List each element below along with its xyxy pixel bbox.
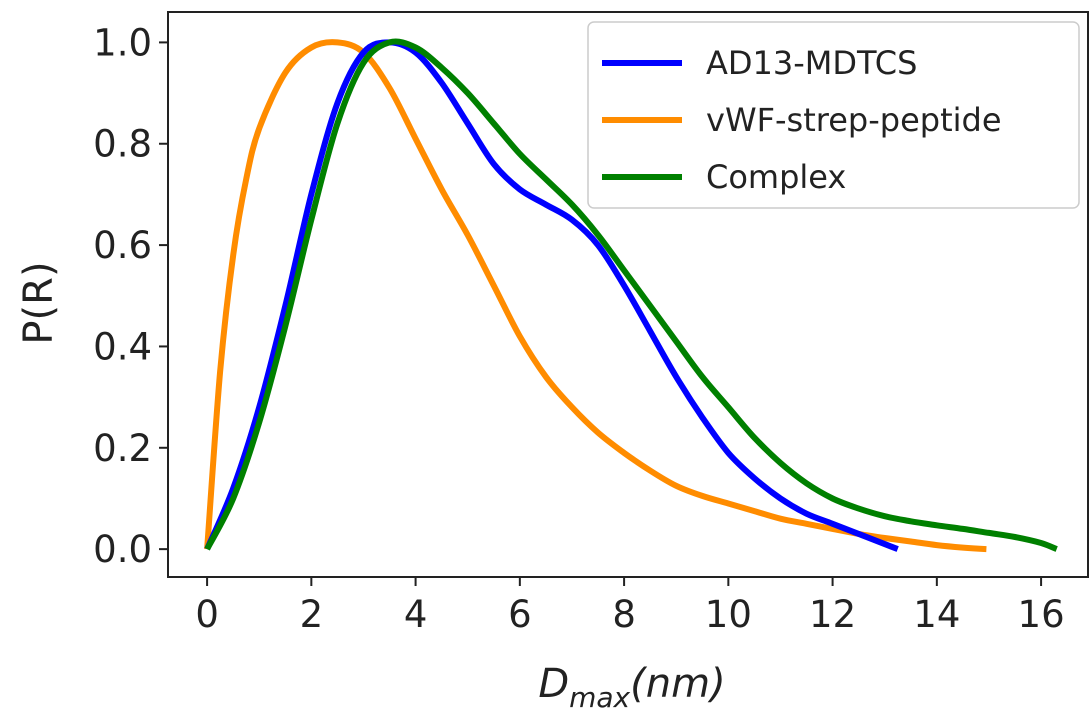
x-tick-label: 8 (612, 593, 636, 636)
legend: AD13-MDTCS vWF-strep-peptide Complex (587, 21, 1080, 209)
x-tick-label: 10 (705, 593, 752, 636)
y-tick-label: 1.0 (93, 21, 152, 64)
y-tick-label: 0.6 (93, 224, 152, 267)
x-tick-label: 14 (913, 593, 960, 636)
y-tick-label: 0.0 (93, 528, 152, 571)
series-layer (204, 38, 1058, 553)
series-line-ad13-mdtcs (204, 39, 899, 552)
x-axis-label-sub: max (569, 681, 630, 711)
plot-frame (167, 11, 1089, 578)
legend-label: Complex (706, 158, 846, 196)
legend-label: AD13-MDTCS (706, 44, 917, 82)
y-tick-label: 0.8 (93, 123, 152, 166)
legend-entries: AD13-MDTCS vWF-strep-peptide Complex (602, 44, 1002, 196)
legend-label: vWF-strep-peptide (706, 101, 1002, 139)
x-tick-label: 6 (508, 593, 532, 636)
x-axis-label: Dmax(nm) (538, 661, 725, 711)
series-line-complex (204, 38, 1058, 552)
x-axis-label-main: D (538, 661, 569, 707)
x-axis-label-unit: (nm) (630, 661, 726, 707)
x-tick-label: 0 (195, 593, 219, 636)
x-tick-label: 4 (404, 593, 428, 636)
x-tick-label: 12 (809, 593, 856, 636)
y-tick-label: 0.2 (93, 427, 152, 470)
y-axis-label: P(R) (16, 261, 62, 344)
x-tick-label: 2 (300, 593, 324, 636)
y-tick-label: 0.4 (93, 325, 152, 368)
ticks-layer: 0 2 4 6 8 10 12 14 16 0.0 0.2 0.4 0.6 0.8 1.0 (93, 21, 1064, 636)
x-tick-label: 16 (1018, 593, 1065, 636)
legend-box (587, 21, 1080, 209)
plot-area (167, 11, 1089, 578)
